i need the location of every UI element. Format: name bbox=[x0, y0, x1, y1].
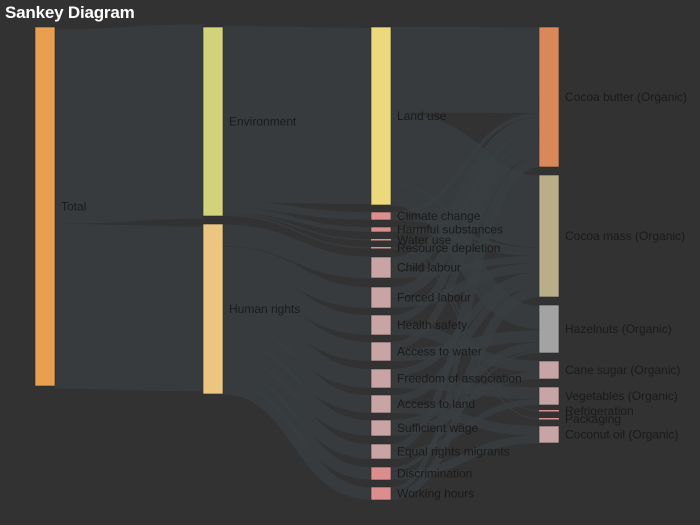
node-cocoa_butter[interactable] bbox=[538, 26, 560, 168]
node-label-land_use: Land use bbox=[397, 109, 447, 123]
node-freedom[interactable] bbox=[370, 368, 392, 389]
link-hr-to-hours bbox=[222, 382, 372, 500]
node-migrants[interactable] bbox=[370, 443, 392, 460]
link-climate-to-cocoa_butter bbox=[390, 113, 540, 216]
node-child[interactable] bbox=[370, 256, 392, 279]
node-label-health: Health safety bbox=[397, 318, 467, 332]
node-label-hazelnuts: Hazelnuts (Organic) bbox=[565, 322, 672, 336]
node-climate[interactable] bbox=[370, 211, 392, 221]
node-resource[interactable] bbox=[371, 247, 391, 249]
link-hr-to-discrimination bbox=[222, 370, 372, 480]
node-label-forced: Forced labour bbox=[397, 291, 471, 305]
node-harmful[interactable] bbox=[370, 226, 392, 233]
chart-title: Sankey Diagram bbox=[5, 3, 135, 22]
link-child-to-cocoa_butter bbox=[390, 116, 540, 272]
node-discrimination[interactable] bbox=[370, 466, 392, 481]
node-label-harmful: Harmful substances bbox=[397, 223, 503, 237]
node-label-cane_sugar: Cane sugar (Organic) bbox=[565, 363, 680, 377]
link-hr-to-wage bbox=[222, 341, 372, 436]
node-water_access[interactable] bbox=[370, 341, 392, 362]
link-hr-to-water_access bbox=[222, 286, 372, 361]
link-env-to-land_use bbox=[222, 26, 372, 205]
node-health[interactable] bbox=[370, 314, 392, 336]
node-land_access[interactable] bbox=[370, 394, 392, 414]
node-label-child: Child labour bbox=[397, 261, 461, 275]
node-label-vegetables: Vegetables (Organic) bbox=[565, 389, 678, 403]
link-env-to-water_use bbox=[222, 212, 372, 241]
node-cocoa_mass[interactable] bbox=[538, 174, 560, 298]
node-hazelnuts[interactable] bbox=[538, 304, 560, 354]
node-packaging[interactable] bbox=[539, 418, 559, 420]
node-label-packaging: Packaging bbox=[565, 412, 621, 426]
link-total-to-hr bbox=[54, 223, 204, 392]
link-hr-to-freedom bbox=[222, 305, 372, 388]
link-health-to-cocoa_butter bbox=[390, 141, 540, 323]
node-coconut[interactable] bbox=[538, 425, 560, 444]
links-layer bbox=[54, 24, 541, 500]
link-land_access-to-coconut bbox=[390, 403, 540, 436]
link-hr-to-forced bbox=[222, 246, 372, 308]
link-total-to-env bbox=[54, 24, 204, 224]
link-hr-to-migrants bbox=[222, 356, 372, 459]
node-label-hours: Working hours bbox=[397, 487, 474, 501]
node-label-water_access: Access to water bbox=[397, 345, 482, 359]
node-label-total: Total bbox=[61, 200, 86, 214]
node-label-climate: Climate change bbox=[397, 209, 481, 223]
link-hr-to-land_access bbox=[222, 324, 372, 413]
link-discrimination-to-cocoa_mass bbox=[390, 286, 540, 472]
node-cane_sugar[interactable] bbox=[538, 360, 560, 380]
node-label-wage: Sufficient wage bbox=[397, 421, 478, 435]
link-hours-to-cocoa_mass bbox=[390, 290, 540, 500]
link-land_access-to-cocoa_mass bbox=[390, 279, 540, 403]
link-water_access-to-cocoa_butter bbox=[390, 148, 540, 350]
link-forced-to-cocoa_mass bbox=[390, 263, 540, 308]
link-env-to-climate bbox=[222, 201, 372, 220]
node-label-resource: Resource depletion bbox=[397, 241, 500, 255]
node-water_use[interactable] bbox=[371, 239, 391, 241]
node-hr[interactable] bbox=[202, 223, 224, 395]
node-label-hr: Human rights bbox=[229, 302, 300, 316]
link-forced-to-cocoa_butter bbox=[390, 130, 540, 299]
node-label-migrants: Equal rights migrants bbox=[397, 445, 510, 459]
labels-layer: Total Environment Human rights Land use Clim… bbox=[61, 90, 687, 501]
link-hr-to-child bbox=[222, 224, 372, 279]
node-hours[interactable] bbox=[370, 486, 392, 501]
node-forced[interactable] bbox=[370, 286, 392, 309]
node-land_use[interactable] bbox=[370, 26, 392, 206]
node-label-refrigeration: Refrigeration bbox=[565, 404, 634, 418]
node-total[interactable] bbox=[34, 26, 56, 387]
node-label-cocoa_mass: Cocoa mass (Organic) bbox=[565, 229, 685, 243]
node-vegetables[interactable] bbox=[538, 386, 560, 406]
node-env[interactable] bbox=[202, 26, 224, 217]
node-label-water_use: Water use bbox=[397, 233, 452, 247]
nodes-layer bbox=[34, 26, 560, 501]
link-child-to-cocoa_mass bbox=[390, 255, 540, 279]
node-wage[interactable] bbox=[370, 419, 392, 437]
link-hr-to-health bbox=[222, 267, 372, 335]
node-label-freedom: Freedom of association bbox=[397, 372, 522, 386]
node-refrigeration[interactable] bbox=[539, 410, 559, 412]
node-label-cocoa_butter: Cocoa butter (Organic) bbox=[565, 90, 687, 104]
link-hours-to-cocoa_butter bbox=[390, 162, 540, 492]
node-label-env: Environment bbox=[229, 115, 297, 129]
node-label-land_access: Access to land bbox=[397, 397, 475, 411]
link-env-to-resource bbox=[222, 214, 372, 249]
node-label-coconut: Coconut oil (Organic) bbox=[565, 428, 678, 442]
link-migrants-to-cocoa_butter bbox=[390, 156, 540, 451]
node-label-discrimination: Discrimination bbox=[397, 467, 472, 481]
link-env-to-harmful bbox=[222, 208, 372, 232]
link-migrants-to-vegetables bbox=[390, 399, 540, 458]
